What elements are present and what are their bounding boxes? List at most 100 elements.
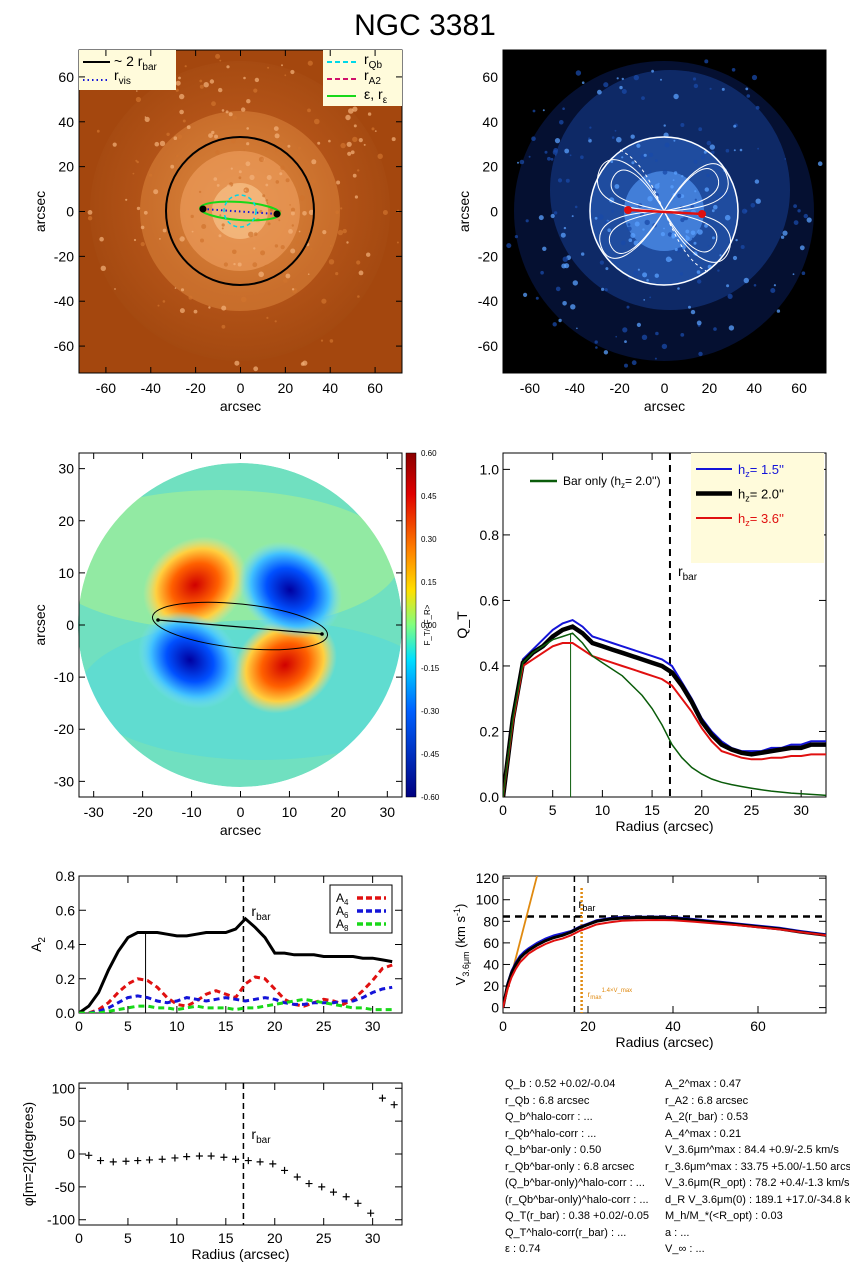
rot-ytick-0: 0 bbox=[491, 1000, 499, 1016]
stats-left-line-4: Q_b^bar-only : 0.50 bbox=[505, 1144, 602, 1156]
a2-xtick-3: 15 bbox=[218, 1018, 234, 1034]
a2-xtick-2: 10 bbox=[169, 1018, 185, 1034]
torque-map-panel: -30 -20 -10 0 10 20 30 -30 -20 -10 0 10 20 30 arcsec ar… bbox=[32, 449, 440, 838]
colorbar-tick-7: -0.45 bbox=[421, 750, 440, 759]
qt-chart: 0 5 10 15 20 25 30 0.0 0.2 0.4 0.6 0.8 1.0 Radius (ar… bbox=[454, 452, 827, 834]
qt-xtick-1: 5 bbox=[549, 802, 557, 818]
img-right-xtick-3: 0 bbox=[661, 380, 669, 396]
stats-right-line-1: r_A2 : 6.8 arcsec bbox=[665, 1094, 749, 1107]
a2-ytick-0: 0.0 bbox=[56, 1005, 76, 1021]
svg-text:ε, rε: ε, rε bbox=[364, 86, 388, 106]
stats-left-line-6: (Q_b^bar-only)^halo-corr : ... bbox=[505, 1177, 645, 1189]
colorbar-label: F_T/<F_R> bbox=[423, 604, 432, 645]
rot-ytick-5: 100 bbox=[476, 892, 500, 908]
legend-right: rQb rA2 ε, rε bbox=[323, 50, 402, 106]
colorbar-tick-0: 0.60 bbox=[421, 449, 437, 458]
phase-ytick-4: 100 bbox=[52, 1080, 76, 1096]
qt-xtick-0: 0 bbox=[499, 802, 507, 818]
stats-left: Q_b : 0.52 +0.02/-0.04 r_Qb : 6.8 arcsec Q… bbox=[505, 1076, 649, 1258]
torque-xtick-6: 30 bbox=[380, 804, 396, 820]
stats-right-line-10: V_∞ : ... bbox=[665, 1243, 705, 1255]
a2-xtick-0: 0 bbox=[75, 1018, 83, 1034]
svg-text:rA2: rA2 bbox=[364, 67, 381, 87]
a2-legend-label-0: A4 bbox=[336, 891, 349, 907]
torque-xtick-2: -10 bbox=[181, 804, 201, 820]
phase-xtick-3: 15 bbox=[218, 1230, 234, 1246]
torque-xtick-0: -30 bbox=[84, 804, 104, 820]
qt-legend-bar-only: Bar only (hz= 2.0'') bbox=[563, 474, 661, 490]
rot-ytick-3: 60 bbox=[483, 935, 499, 951]
qt-ytick-3: 0.6 bbox=[480, 592, 500, 608]
colorbar bbox=[405, 452, 417, 798]
qt-ylabel: Q_T bbox=[454, 611, 470, 639]
phase-ytick-2: 0 bbox=[67, 1146, 75, 1162]
rot-series-2 bbox=[503, 918, 826, 1008]
svg-text:rvis: rvis bbox=[114, 67, 131, 87]
phase-point-11 bbox=[220, 1153, 228, 1161]
colorbar-tick-6: -0.30 bbox=[421, 707, 440, 716]
phase-point-16 bbox=[281, 1166, 289, 1174]
a2-ytick-4: 0.8 bbox=[56, 868, 76, 884]
phase-point-19 bbox=[318, 1183, 326, 1191]
rot-xtick-3: 60 bbox=[750, 1018, 766, 1034]
phase-point-14 bbox=[256, 1158, 264, 1166]
stats-left-line-8: Q_T(r_bar) : 0.38 +0.02/-0.05 bbox=[505, 1210, 649, 1222]
phase-xtick-0: 0 bbox=[75, 1230, 83, 1246]
a2-xtick-1: 5 bbox=[124, 1018, 132, 1034]
rot-series-1 bbox=[503, 915, 826, 1008]
colorbar-tick-4: 0.00 bbox=[421, 621, 437, 630]
colorbar-tick-3: 0.15 bbox=[421, 578, 437, 587]
img-right-xtick-6: 60 bbox=[791, 380, 807, 396]
phase-point-3 bbox=[122, 1157, 130, 1165]
rqb-ellipse bbox=[223, 194, 257, 228]
rot-ytick-1: 20 bbox=[483, 978, 499, 994]
colorbar-tick-2: 0.30 bbox=[421, 535, 437, 544]
qt-legend-label-1: hz= 2.0'' bbox=[738, 487, 784, 504]
img-right-xtick-4: 20 bbox=[702, 380, 718, 396]
torque-xtick-3: 0 bbox=[237, 804, 245, 820]
phase-point-12 bbox=[232, 1155, 240, 1163]
phase-xtick-1: 5 bbox=[124, 1230, 132, 1246]
qt-series-1 bbox=[503, 624, 826, 797]
img-right-xlabel: arcsec bbox=[644, 398, 685, 414]
a2-series-3 bbox=[79, 997, 393, 1013]
img-left-ytick-4: 20 bbox=[58, 159, 74, 175]
qt-ytick-5: 1.0 bbox=[480, 461, 500, 477]
phase-point-5 bbox=[145, 1156, 153, 1164]
rot-ytick-2: 40 bbox=[483, 956, 499, 972]
img-right-ylabel: arcsec bbox=[456, 191, 472, 232]
img-left-ytick-6: 60 bbox=[58, 69, 74, 85]
torque-ytick-1: -20 bbox=[54, 721, 74, 737]
two-rbar-circle-blue bbox=[589, 136, 739, 286]
phase-xtick-4: 20 bbox=[267, 1230, 283, 1246]
phase-point-10 bbox=[207, 1152, 215, 1160]
torque-ylabel: arcsec bbox=[32, 604, 48, 645]
phase-point-22 bbox=[354, 1199, 362, 1207]
rot-ylabel: V3.6μm (km s-1) bbox=[452, 904, 471, 986]
qt-ytick-0: 0.0 bbox=[480, 789, 500, 805]
img-left-xtick-6: 60 bbox=[367, 380, 383, 396]
a2-legend-label-1: A6 bbox=[336, 904, 349, 920]
qt-legend-label-2: hz= 3.6'' bbox=[738, 511, 784, 528]
qt-xtick-2: 10 bbox=[595, 802, 611, 818]
phase-point-7 bbox=[171, 1154, 179, 1162]
rot-ytick-4: 80 bbox=[483, 913, 499, 929]
phase-point-21 bbox=[342, 1193, 350, 1201]
img-right-ytick-4: 20 bbox=[482, 159, 498, 175]
stats-left-line-10: ε : 0.74 bbox=[505, 1243, 541, 1255]
stats-right-line-5: r_3.6μm^max : 33.75 +5.00/-1.50 arcsec bbox=[665, 1160, 850, 1173]
stats-left-line-2: Q_b^halo-corr : ... bbox=[505, 1111, 593, 1123]
phase-point-4 bbox=[134, 1157, 142, 1165]
qt-series-2 bbox=[503, 642, 826, 797]
phase-point-6 bbox=[158, 1155, 166, 1163]
a2-xtick-6: 30 bbox=[365, 1018, 381, 1034]
two-rbar-circle bbox=[165, 136, 315, 286]
img-left-xtick-0: -60 bbox=[96, 380, 116, 396]
bar-axis-red bbox=[627, 208, 703, 216]
figure-title: NGC 3381 bbox=[354, 9, 496, 42]
torque-ytick-2: -10 bbox=[54, 669, 74, 685]
bar-end-marker-right bbox=[273, 210, 281, 218]
galaxy-image-panel: ~ 2 rbar rvis rQb rA2 ε, rε -60 -40 -20 0 20… bbox=[32, 49, 403, 414]
a2-ytick-3: 0.6 bbox=[56, 902, 76, 918]
